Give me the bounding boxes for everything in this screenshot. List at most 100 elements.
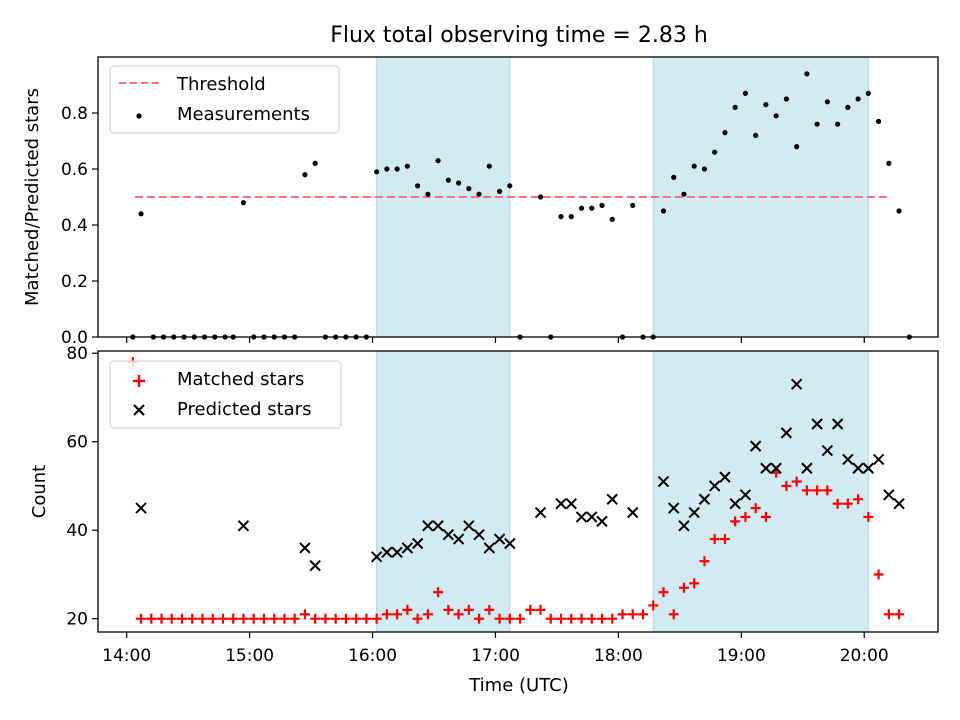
matched-star-marker (863, 511, 874, 522)
predicted-star-marker (739, 489, 752, 501)
predicted-star-marker (555, 497, 567, 510)
matched-star-marker (422, 609, 433, 620)
measurement-point (568, 214, 574, 220)
measurement-point (578, 205, 585, 211)
shaded-span (652, 350, 869, 633)
matched-star-marker (627, 609, 638, 620)
matched-star-marker (412, 613, 423, 624)
measurement-point (896, 208, 902, 214)
matched-star-marker (258, 613, 269, 624)
ratio-panel: 0.00.20.40.60.8 Matched/Predicted stars … (22, 56, 939, 348)
matched-star-marker (330, 613, 341, 624)
predicted-star-marker (596, 515, 608, 528)
count-legend: Matched stars Predicted stars (109, 360, 342, 429)
matched-star-marker (637, 609, 648, 620)
ratio-axes-frame (97, 56, 939, 338)
matched-star-marker (812, 485, 823, 496)
measurement-point (824, 99, 830, 105)
matched-star-marker (494, 613, 505, 624)
measurement-point (589, 205, 595, 211)
ratio-y-axis-label: Matched/Predicted stars (22, 88, 43, 306)
x-tick-label: 16:00 (348, 646, 397, 666)
measurements-legend-label: Measurements (177, 104, 310, 125)
matched-star-marker (842, 498, 853, 509)
predicted-star-marker (452, 533, 465, 545)
y-tick-label: 20 (66, 610, 88, 630)
measurement-point (630, 202, 636, 208)
ratio-y-ticks: 0.0 0.2 0.4 0.6 0.8 (61, 104, 98, 348)
measurement-point (804, 71, 810, 77)
count-y-axis-label: Count (29, 465, 50, 518)
shaded-spans-bottom (376, 350, 869, 633)
predicted-star-marker (657, 475, 670, 488)
measurement-point (845, 104, 851, 110)
measurement-point (886, 160, 892, 166)
measurement-point (742, 90, 749, 96)
predicted-star-marker (493, 533, 506, 545)
measurement-point (835, 121, 841, 127)
y-tick-label: 0.2 (61, 272, 88, 292)
matched-star-marker (463, 604, 474, 615)
matched-star-marker (361, 613, 372, 624)
measurement-point (455, 180, 462, 186)
matched-star-marker (740, 511, 751, 522)
measurement-point (466, 186, 472, 192)
shaded-span (376, 350, 511, 633)
matched-star-marker (340, 613, 351, 624)
predicted-star-marker (432, 520, 444, 532)
ratio-x-tick-marks (126, 337, 865, 343)
matched-star-marker (668, 609, 679, 620)
matched-star-marker (299, 609, 310, 620)
matched-star-marker (289, 613, 300, 624)
matched-star-marker (791, 476, 802, 487)
measurement-point (865, 90, 871, 96)
measurement-point (486, 163, 492, 169)
measurement-point (394, 166, 400, 172)
matched-star-marker (504, 613, 515, 624)
chart-title: Flux total observing time = 2.83 h (330, 23, 708, 48)
predicted-star-marker (678, 520, 690, 532)
count-panel: 20 40 60 80 14:00 15:00 16:00 17:00 18:00 19:00 2… (29, 344, 939, 696)
matched-star-marker (832, 498, 843, 509)
measurement-point (302, 172, 308, 178)
measurement-point (312, 160, 318, 166)
predicted-star-marker (708, 480, 721, 492)
matched-star-marker (566, 613, 577, 624)
predicted-star-marker (760, 462, 772, 474)
count-x-ticks: 14:00 15:00 16:00 17:00 18:00 19:00 20:00 (102, 632, 889, 666)
matched-star-marker (371, 613, 382, 624)
measurement-point (599, 202, 605, 208)
predicted-star-marker (237, 520, 250, 532)
y-tick-label: 60 (66, 433, 88, 453)
matched-star-marker (279, 613, 290, 624)
predicted-legend-swatch (133, 404, 145, 416)
measurement-points (130, 71, 912, 340)
matched-star-marker (187, 613, 198, 624)
predicted-star-marker (801, 462, 813, 474)
matched-legend-label: Matched stars (177, 369, 304, 390)
threshold-legend-label: Threshold (176, 74, 266, 95)
matched-star-marker (658, 587, 669, 598)
matched-star-marker (607, 613, 618, 624)
measurement-point (712, 149, 718, 155)
predicted-star-marker (473, 528, 485, 541)
matched-star-marker (719, 534, 730, 545)
predicted-star-marker (586, 511, 598, 523)
predicted-star-marker (780, 427, 793, 439)
measurement-point (671, 174, 677, 180)
matched-star-marker (146, 613, 157, 624)
x-tick-label: 20:00 (840, 646, 889, 666)
predicted-star-marker (719, 471, 731, 483)
measurement-point (732, 104, 738, 110)
measurement-point (404, 163, 410, 169)
predicted-star-marker (831, 418, 844, 430)
matched-star-marker (699, 556, 710, 567)
predicted-star-marker (309, 559, 321, 572)
matched-star-marker (248, 613, 259, 624)
measurement-point (240, 200, 247, 206)
matched-star-marker (207, 613, 218, 624)
measurement-point (773, 113, 779, 119)
measurement-point (855, 96, 861, 102)
matched-star-marker (873, 569, 884, 580)
count-y-ticks: 20 40 60 80 (66, 344, 98, 630)
